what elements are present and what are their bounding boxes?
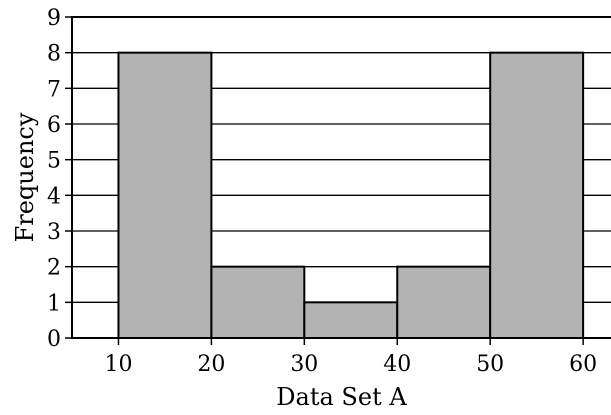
x-axis-label: Data Set A xyxy=(276,383,407,411)
x-axis-ticks: 10 20 30 40 50 60 xyxy=(104,338,597,377)
bars xyxy=(117,51,585,340)
x-tick-label-40: 40 xyxy=(383,352,411,377)
y-tick-label-1: 1 xyxy=(47,291,61,316)
bar-40-50 xyxy=(396,265,492,339)
y-tick-label-2: 2 xyxy=(47,256,61,281)
x-tick-label-60: 60 xyxy=(569,352,597,377)
y-axis-label: Frequency xyxy=(11,112,39,242)
y-tick-label-7: 7 xyxy=(47,77,61,102)
bar-20-30 xyxy=(210,265,306,339)
y-tick-label-0: 0 xyxy=(47,327,61,352)
bar-50-60 xyxy=(489,51,585,340)
plot-frame xyxy=(71,16,611,339)
y-tick-label-3: 3 xyxy=(47,220,61,245)
y-tick-label-4: 4 xyxy=(47,184,61,209)
x-tick-label-20: 20 xyxy=(197,352,225,377)
y-axis-ticks: 0 1 2 3 4 5 6 7 8 9 xyxy=(47,6,72,352)
y-tick-label-9: 9 xyxy=(47,6,61,31)
y-tick-label-5: 5 xyxy=(47,149,61,174)
x-tick-label-50: 50 xyxy=(476,352,504,377)
x-tick-label-30: 30 xyxy=(290,352,318,377)
bar-10-20 xyxy=(117,51,213,340)
bar-30-40 xyxy=(303,301,399,340)
y-tick-label-6: 6 xyxy=(47,113,61,138)
x-tick-label-10: 10 xyxy=(104,352,132,377)
y-tick-label-8: 8 xyxy=(47,42,61,67)
